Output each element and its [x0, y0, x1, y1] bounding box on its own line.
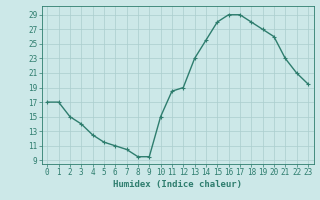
X-axis label: Humidex (Indice chaleur): Humidex (Indice chaleur) [113, 180, 242, 189]
